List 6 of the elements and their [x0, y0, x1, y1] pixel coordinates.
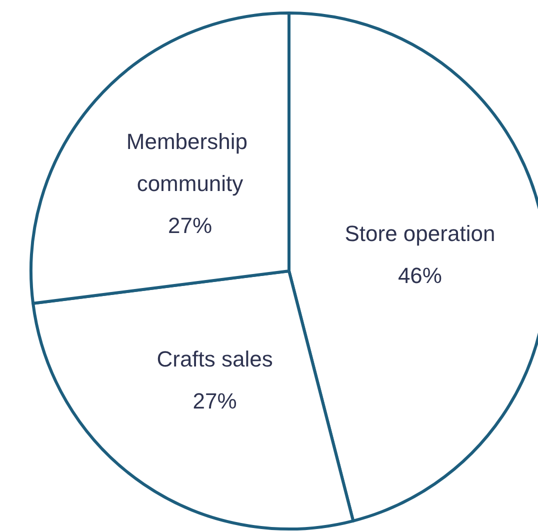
slice-label: Membership community: [126, 129, 254, 196]
slice-label: Crafts sales: [156, 346, 273, 372]
data-label: 27%: [192, 388, 237, 414]
data-label: 46%: [398, 262, 442, 288]
slice-label: Store operation: [344, 220, 496, 246]
data-label: 27%: [168, 213, 212, 238]
